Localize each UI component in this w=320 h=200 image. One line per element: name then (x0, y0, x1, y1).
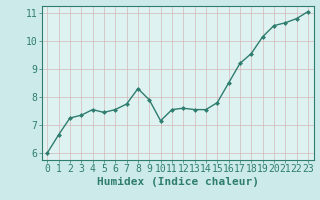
X-axis label: Humidex (Indice chaleur): Humidex (Indice chaleur) (97, 177, 259, 187)
